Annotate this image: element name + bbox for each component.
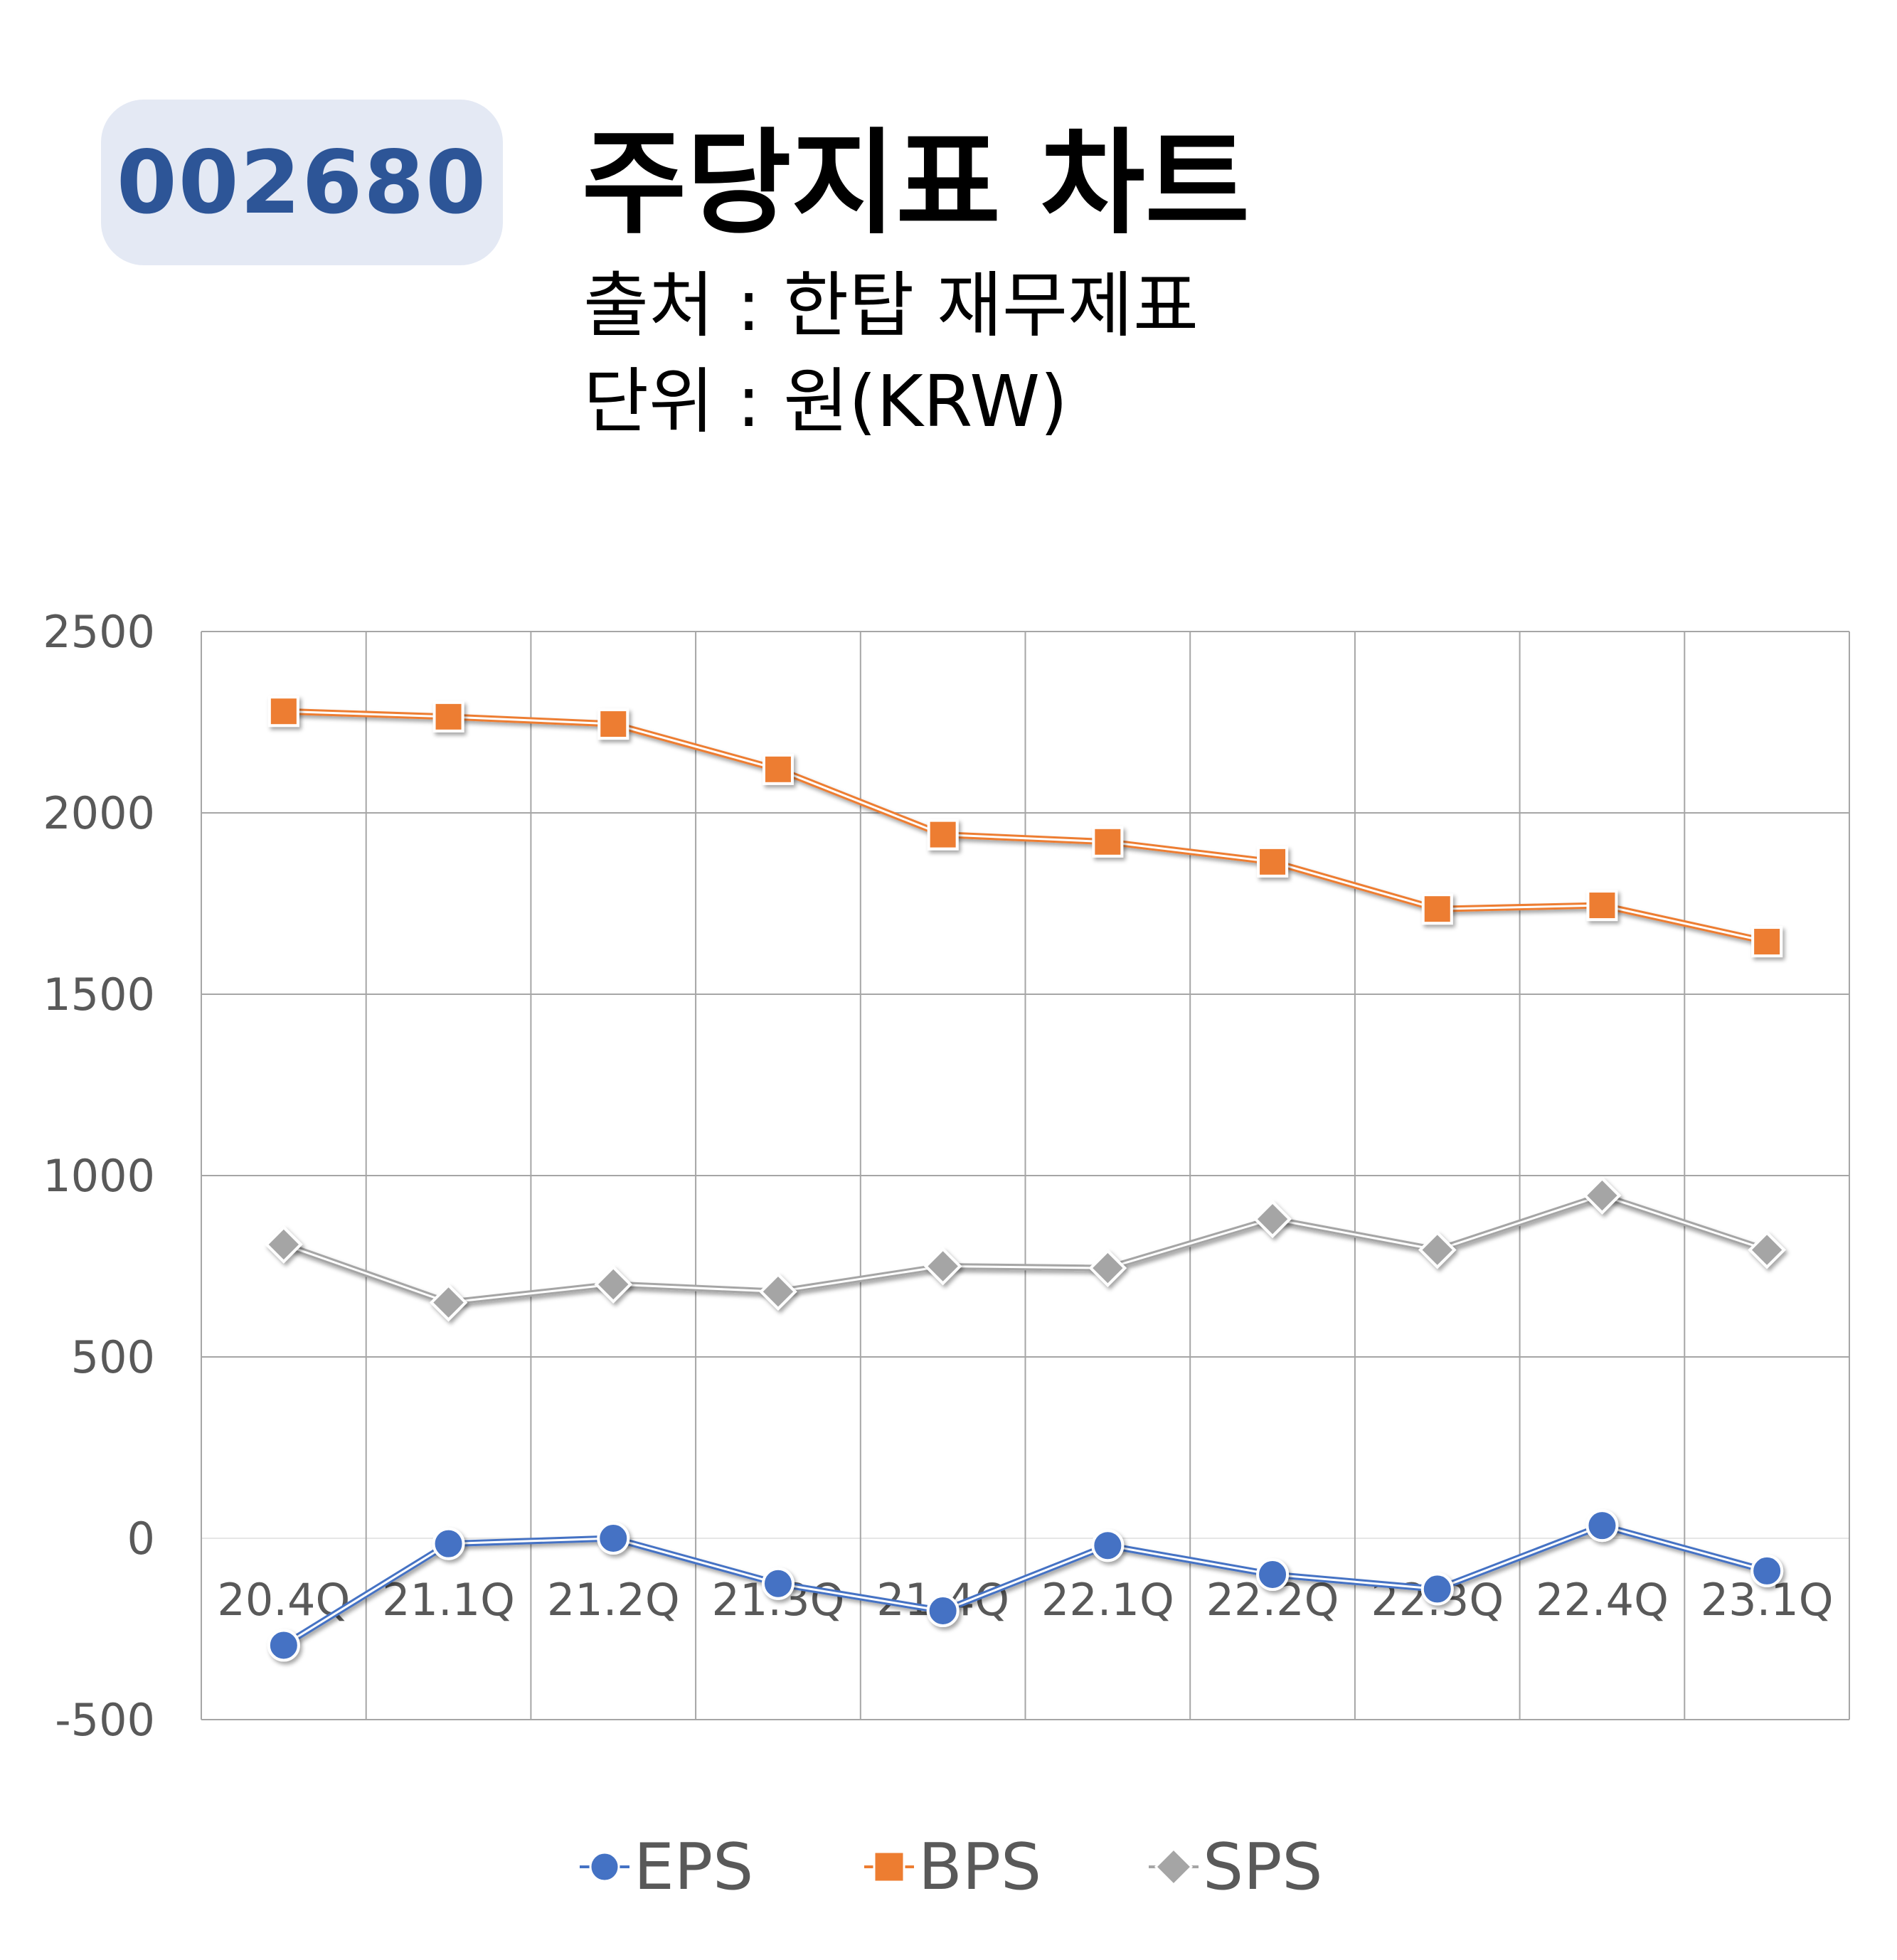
data-point-sps (1583, 1176, 1622, 1215)
diamond-marker-icon (1149, 1847, 1199, 1887)
y-axis-ticks: 2500 2000 1500 1000 500 0 -500 (43, 606, 155, 1746)
data-point-sps (429, 1283, 468, 1322)
x-tick-label: 21.1Q (382, 1574, 515, 1626)
page-title: 주당지표 차트 (582, 117, 1250, 250)
data-point-eps (1091, 1529, 1125, 1562)
data-point-sps (1748, 1230, 1786, 1269)
x-tick-label: 22.1Q (1041, 1574, 1174, 1626)
series-group (265, 696, 1786, 1662)
chart-legend: EPS BPS SPS (0, 1824, 1897, 1910)
data-point-eps (1585, 1509, 1619, 1543)
data-point-bps (1092, 826, 1124, 858)
legend-item-bps: BPS (864, 1824, 1041, 1910)
series-line-core (283, 1194, 1768, 1304)
series-line-core (283, 1524, 1768, 1646)
data-point-bps (1751, 926, 1783, 958)
data-point-bps (1257, 846, 1289, 878)
data-point-sps (759, 1272, 797, 1311)
data-point-eps (926, 1594, 960, 1627)
data-point-bps (432, 701, 464, 733)
data-point-bps (762, 753, 794, 785)
ticker-badge: 002680 (101, 100, 503, 265)
data-point-bps (597, 708, 629, 740)
data-point-eps (1256, 1558, 1290, 1591)
data-point-sps (1088, 1249, 1127, 1287)
x-tick-label: 22.4Q (1536, 1574, 1669, 1626)
unit-label: 단위 : 원(KRW) (583, 360, 1068, 443)
series-bps (267, 696, 1783, 958)
series-line-core (283, 710, 1768, 943)
ticker-code: 002680 (116, 132, 488, 233)
data-point-sps (265, 1225, 303, 1264)
source-label: 출처 : 한탑 재무제표 (583, 264, 1199, 347)
data-point-eps (1750, 1554, 1784, 1587)
data-point-bps (1421, 893, 1453, 925)
data-point-sps (1253, 1200, 1292, 1239)
legend-item-sps: SPS (1149, 1824, 1323, 1910)
data-point-bps (267, 696, 299, 728)
data-point-sps (1418, 1230, 1457, 1269)
data-point-eps (761, 1567, 795, 1600)
y-tick-label: 1500 (43, 969, 155, 1021)
data-point-eps (432, 1527, 465, 1560)
data-point-sps (923, 1247, 962, 1286)
y-tick-label: 500 (71, 1331, 155, 1383)
y-tick-label: 2000 (43, 787, 155, 839)
legend-item-eps: EPS (580, 1824, 753, 1910)
circle-marker-icon (580, 1851, 629, 1882)
series-sps (265, 1176, 1786, 1322)
data-point-eps (1420, 1572, 1454, 1606)
y-tick-label: -500 (55, 1694, 155, 1746)
data-point-eps (267, 1629, 300, 1662)
legend-label-sps: SPS (1203, 1829, 1323, 1905)
y-tick-label: 0 (127, 1513, 155, 1565)
y-tick-label: 1000 (43, 1150, 155, 1202)
data-point-bps (927, 819, 959, 851)
y-tick-label: 2500 (43, 606, 155, 658)
square-marker-icon (864, 1850, 914, 1883)
series-eps (267, 1509, 1784, 1662)
data-point-sps (594, 1265, 633, 1304)
legend-label-bps: BPS (918, 1829, 1042, 1905)
grid-lines (201, 631, 1850, 1720)
data-point-eps (597, 1522, 630, 1555)
x-tick-label: 21.2Q (547, 1574, 680, 1626)
legend-label-eps: EPS (634, 1829, 754, 1905)
data-point-bps (1586, 890, 1618, 922)
